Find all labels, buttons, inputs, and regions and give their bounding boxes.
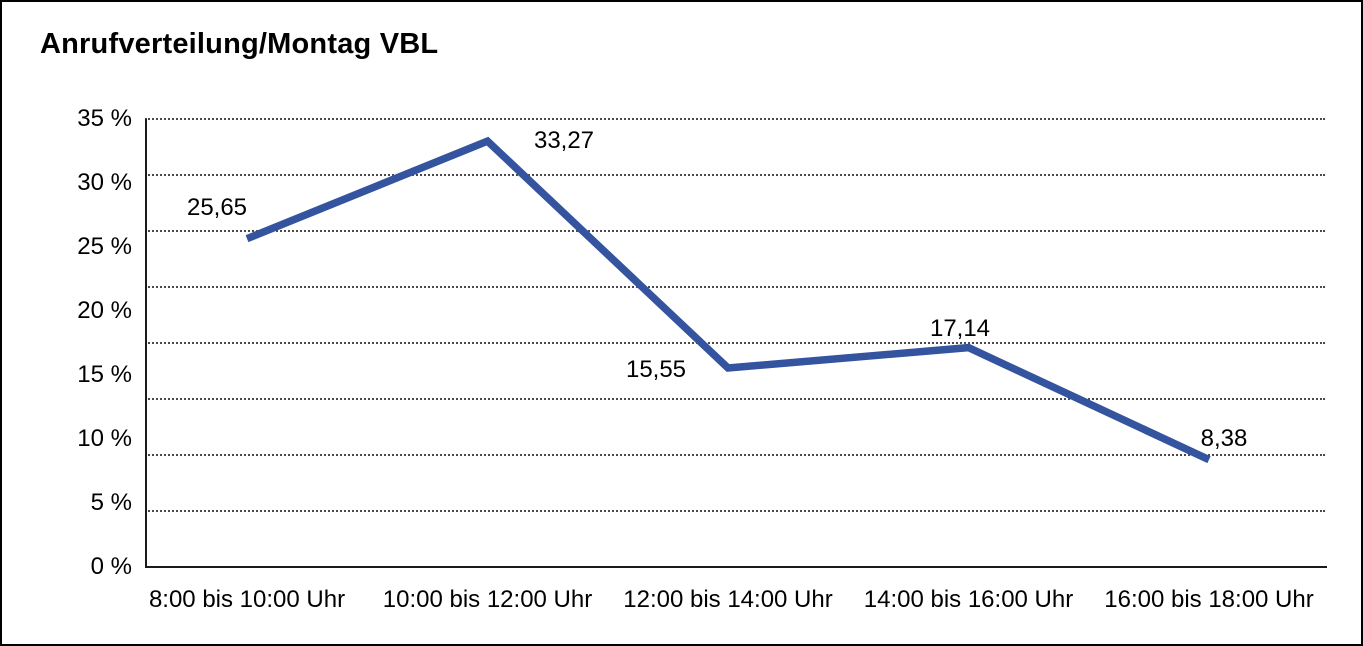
y-axis-tick-label: 15 % (77, 361, 132, 388)
gridline (145, 342, 1325, 344)
y-axis-tick-label: 10 % (77, 425, 132, 452)
x-axis-category-label: 8:00 bis 10:00 Uhr (148, 586, 346, 613)
x-axis-category-label: 10:00 bis 12:00 Uhr (382, 586, 593, 613)
gridline (145, 398, 1325, 400)
y-axis-tick-label: 5 % (90, 489, 132, 516)
gridline (145, 454, 1325, 456)
y-axis-tick-label: 25 % (77, 233, 132, 260)
y-axis-tick-label: 35 % (77, 105, 132, 132)
chart-title: Anrufverteilung/Montag VBL (40, 28, 439, 60)
gridline (145, 286, 1325, 288)
data-point-label: 8,38 (1200, 425, 1248, 452)
gridline (145, 174, 1325, 176)
data-point-label: 25,65 (186, 194, 248, 221)
y-axis-line (145, 119, 147, 567)
data-point-label: 15,55 (625, 356, 687, 383)
x-axis-category-label: 14:00 bis 16:00 Uhr (863, 586, 1074, 613)
data-line (245, 136, 1211, 464)
y-axis-tick-label: 0 % (90, 553, 132, 580)
x-axis-category-label: 12:00 bis 14:00 Uhr (623, 586, 833, 613)
gridline (145, 118, 1325, 120)
y-axis-tick-label: 30 % (77, 169, 132, 196)
gridline (145, 510, 1325, 512)
gridline (145, 230, 1325, 232)
y-axis-tick-label: 20 % (77, 297, 132, 324)
x-axis-line (145, 566, 1327, 568)
x-axis-category-label: 16:00 bis 18:00 Uhr (1104, 586, 1314, 613)
data-point-label: 33,27 (533, 127, 595, 154)
data-point-label: 17,14 (929, 315, 991, 342)
